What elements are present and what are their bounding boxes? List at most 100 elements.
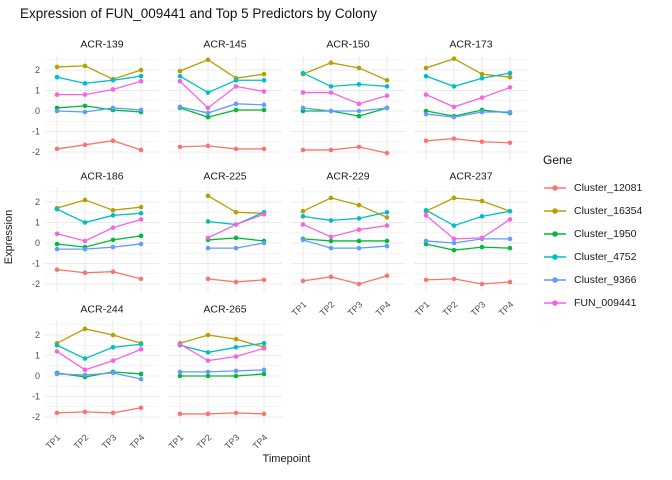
data-point: [110, 87, 116, 92]
series-line: [56, 269, 142, 280]
data-point: [261, 212, 267, 217]
data-point: [233, 101, 239, 107]
data-point: [205, 105, 211, 111]
data-point: [54, 92, 60, 97]
y-tick-label: -2: [32, 412, 40, 422]
data-point: [82, 63, 88, 69]
data-point: [384, 238, 390, 244]
series-line: [425, 243, 511, 251]
data-point: [356, 216, 362, 221]
data-point: [328, 274, 334, 280]
series-line: [179, 343, 265, 362]
data-point: [356, 65, 362, 71]
legend-entries: Cluster_12081 Cluster_16354 Cluster_1950 Cl…: [543, 176, 642, 314]
data-point: [205, 411, 211, 417]
data-point: [205, 235, 211, 241]
series-line: [180, 412, 265, 415]
series-line: [425, 197, 511, 212]
series-line: [56, 328, 142, 344]
data-point: [384, 215, 390, 220]
data-point: [54, 371, 60, 377]
data-point: [479, 235, 485, 241]
data-point: [205, 110, 211, 116]
data-point: [507, 109, 513, 115]
data-point: [328, 245, 334, 251]
data-point: [110, 358, 116, 363]
data-point: [479, 198, 485, 204]
x-tick-label: TP1: [413, 299, 432, 318]
data-point: [205, 90, 211, 95]
series-line: [425, 86, 511, 108]
data-point: [328, 238, 334, 244]
panel-ACR-237: ACR-237 TP1 TP2 TP3 TP4: [413, 171, 528, 318]
data-point: [451, 114, 457, 120]
series-line: [56, 107, 142, 113]
series-Cluster_12081: [54, 405, 144, 416]
data-point: [177, 341, 183, 347]
data-point: [384, 243, 390, 249]
legend-label: FUN_009441: [574, 296, 637, 309]
y-tick-label: -2: [32, 147, 40, 157]
data-point: [110, 269, 116, 275]
data-point: [233, 245, 239, 251]
series-line: [179, 75, 264, 94]
series-Cluster_4752: [300, 70, 390, 89]
series-line: [56, 407, 142, 414]
series-line: [302, 211, 388, 222]
data-point: [205, 276, 211, 282]
data-point: [82, 92, 88, 97]
series-Cluster_1950: [300, 236, 390, 244]
data-point: [177, 78, 183, 84]
legend-label: Cluster_16354: [574, 204, 643, 217]
data-point: [384, 77, 390, 83]
series-line: [56, 343, 142, 360]
legend-label: Cluster_12081: [574, 181, 643, 194]
data-point: [138, 371, 144, 377]
data-point: [507, 70, 513, 76]
panel-ACR-229: ACR-229 TP1 TP2 TP3 TP4: [290, 171, 405, 318]
data-point: [110, 410, 116, 416]
data-point: [328, 84, 334, 89]
y-tick-label: -1: [32, 259, 40, 269]
data-point: [423, 138, 429, 144]
series-line: [56, 372, 142, 380]
legend: Gene Cluster_12081 Cluster_16354 Cluster_1…: [543, 153, 642, 314]
data-point: [423, 213, 429, 218]
data-point: [205, 369, 211, 375]
data-point: [82, 197, 88, 203]
y-tick-label: 1: [35, 86, 40, 96]
legend-key-icon: [544, 184, 566, 191]
data-point: [479, 244, 485, 250]
data-point: [54, 246, 60, 252]
data-point: [261, 71, 267, 77]
chart-title: Expression of FUN_009441 and Top 5 Predi…: [20, 6, 377, 21]
facet-strip-label: ACR-145: [203, 39, 246, 51]
data-point: [110, 345, 116, 350]
data-point: [110, 332, 116, 338]
data-point: [356, 144, 362, 150]
y-tick-label: 2: [35, 197, 40, 207]
legend-entry-Cluster_12081: Cluster_12081: [543, 176, 642, 199]
data-point: [205, 350, 211, 355]
legend-title: Gene: [543, 153, 573, 167]
series-Cluster_9366: [54, 105, 144, 115]
data-point: [300, 70, 306, 76]
series-Cluster_1950: [177, 105, 267, 120]
data-point: [205, 219, 211, 224]
data-point: [233, 373, 239, 379]
data-point: [138, 276, 144, 282]
data-point: [384, 105, 390, 111]
series-FUN_009441: [54, 78, 144, 97]
panel-ACR-265: ACR-265 TP1 TP2 TP3 TP4: [167, 304, 282, 451]
series-Cluster_9366: [177, 367, 267, 375]
data-point: [261, 346, 267, 351]
y-tick-label: 1: [35, 218, 40, 228]
facet-strip-label: ACR-237: [449, 171, 492, 183]
panel-ACR-173: ACR-173: [414, 39, 528, 160]
data-point: [138, 73, 144, 79]
data-point: [300, 214, 306, 219]
legend-key-icon: [544, 230, 566, 237]
series-line: [425, 278, 511, 285]
series-line: [180, 373, 265, 377]
data-point: [300, 278, 306, 284]
